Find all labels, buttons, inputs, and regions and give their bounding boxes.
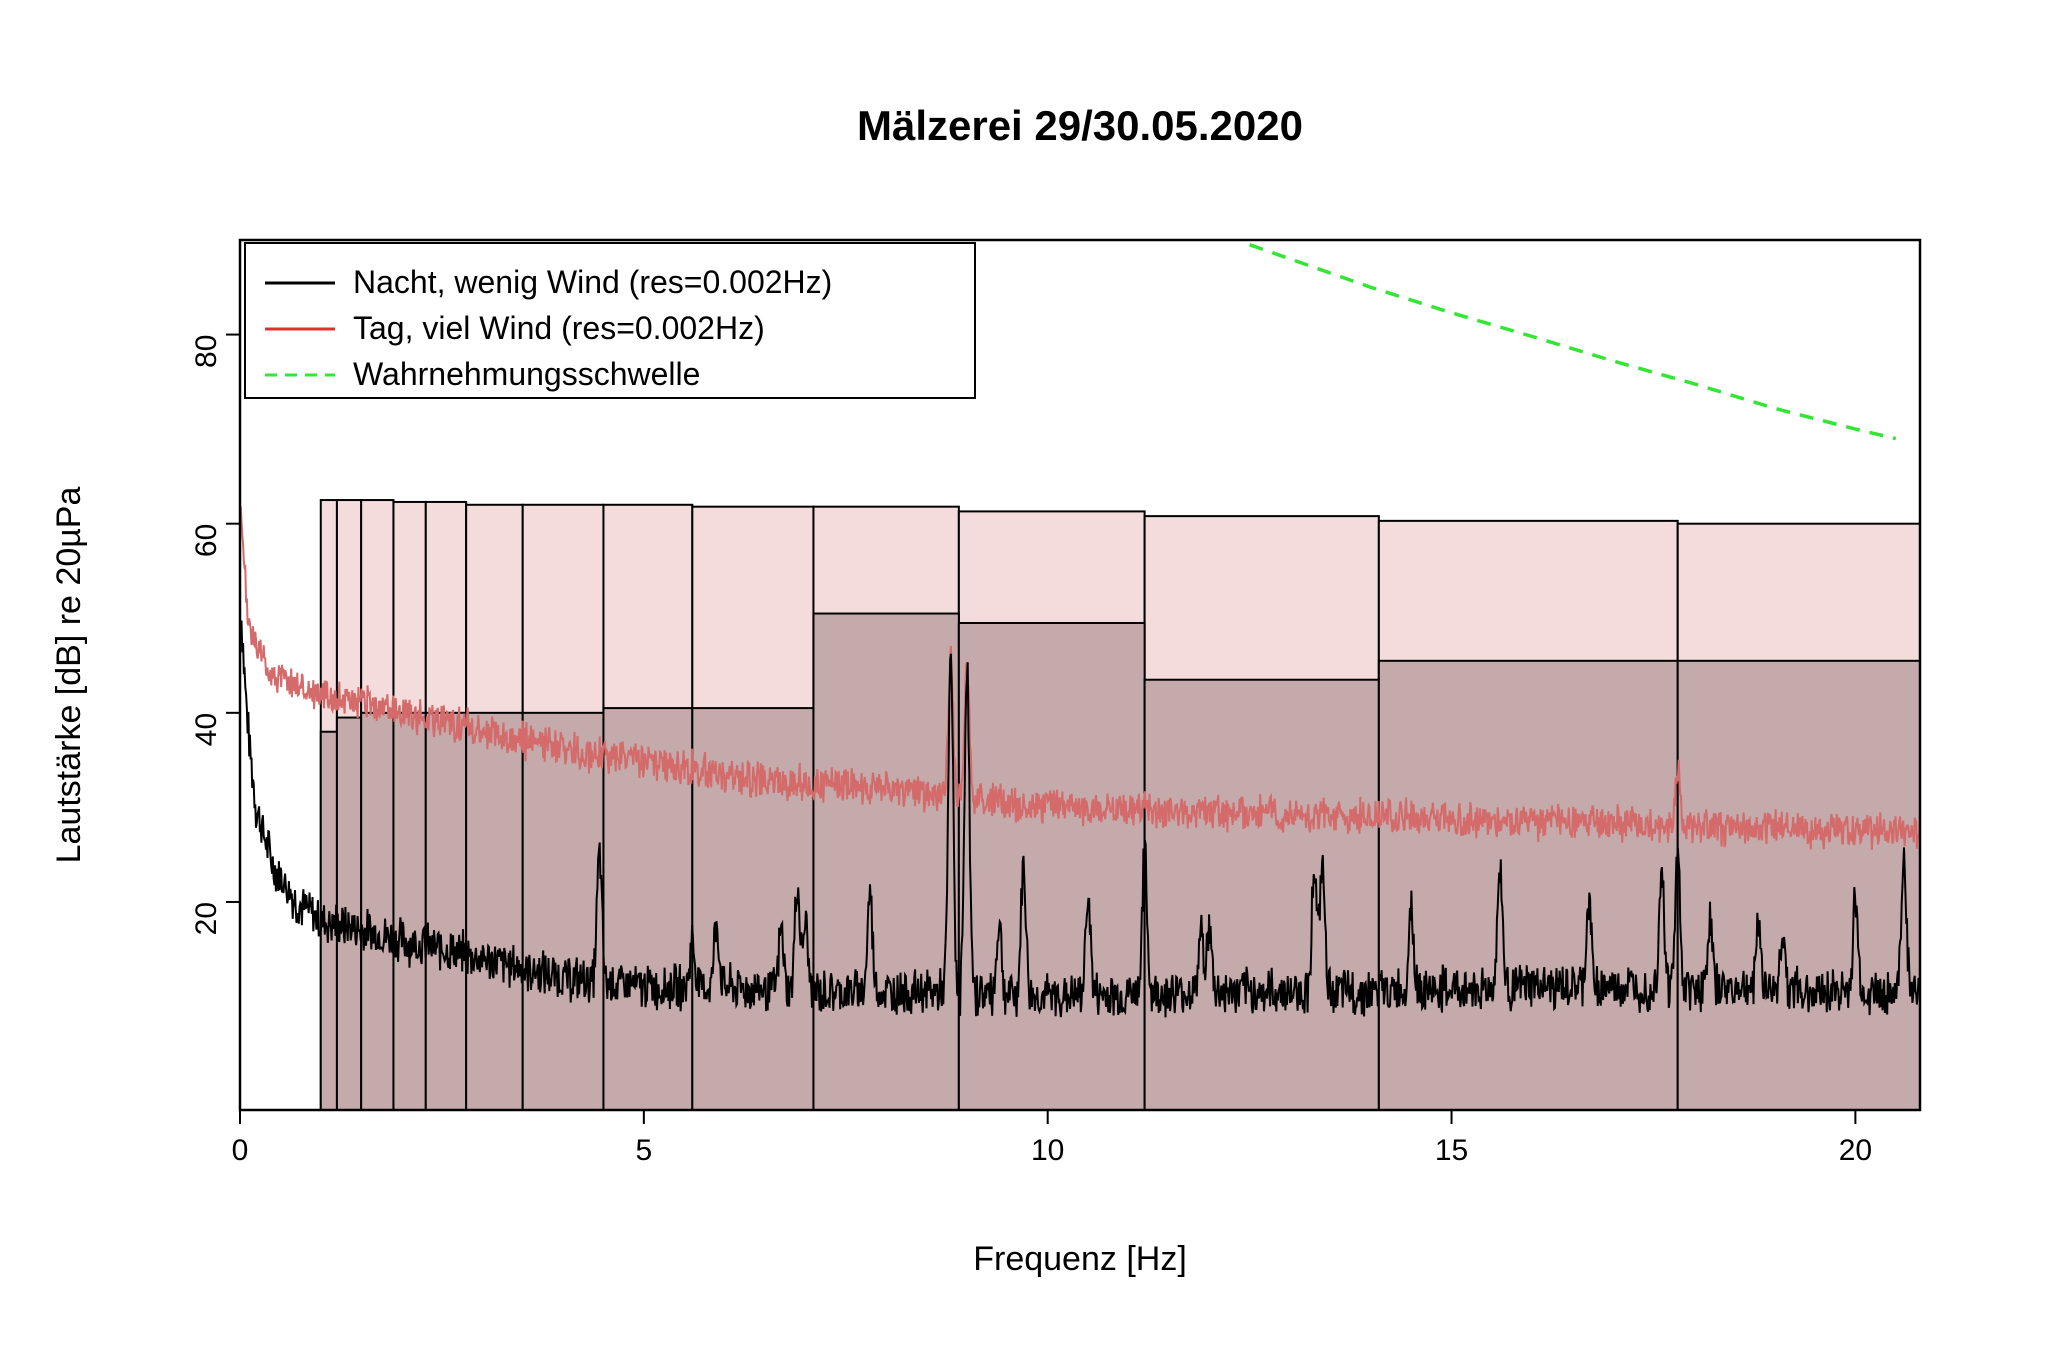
third-octave-bar-night	[426, 713, 466, 1110]
legend-label: Nacht, wenig Wind (res=0.002Hz)	[353, 264, 832, 300]
third-octave-bar-night	[1379, 661, 1678, 1110]
perception-threshold-line	[1250, 245, 1896, 439]
chart-wrapper: 0 5 10 15 20 20 40 60 80 Mälzerei 29/30.05.2020 Fr…	[0, 0, 2048, 1366]
legend-label: Wahrnehmungsschwelle	[353, 356, 700, 392]
third-octave-bar-night	[361, 713, 393, 1110]
third-octave-bar-night	[1145, 680, 1379, 1110]
x-tick-label: 15	[1435, 1134, 1468, 1167]
x-tick-label: 10	[1031, 1134, 1064, 1167]
y-tick-label: 60	[190, 524, 223, 557]
third-octave-bar-night	[466, 713, 523, 1110]
y-tick-label: 80	[190, 335, 223, 368]
y-tick-label: 40	[190, 713, 223, 746]
third-octave-bar-night	[813, 614, 958, 1110]
y-axis-label: Lautstärke [dB] re 20µPa	[50, 487, 88, 864]
third-octave-bar-night	[1678, 661, 1920, 1110]
third-octave-bar-night	[959, 623, 1145, 1110]
y-tick-label: 20	[190, 902, 223, 935]
x-tick-label: 5	[636, 1134, 653, 1167]
chart-title: Mälzerei 29/30.05.2020	[857, 102, 1303, 149]
third-octave-bar-night	[523, 713, 604, 1110]
x-tick-label: 20	[1839, 1134, 1872, 1167]
spectrum-chart: 0 5 10 15 20 20 40 60 80 Mälzerei 29/30.05.2020 Fr…	[0, 0, 2048, 1366]
x-axis-label: Frequenz [Hz]	[973, 1240, 1187, 1278]
legend-label: Tag, viel Wind (res=0.002Hz)	[353, 310, 765, 346]
x-tick-label: 0	[232, 1134, 249, 1167]
third-octave-bar-night	[393, 713, 425, 1110]
